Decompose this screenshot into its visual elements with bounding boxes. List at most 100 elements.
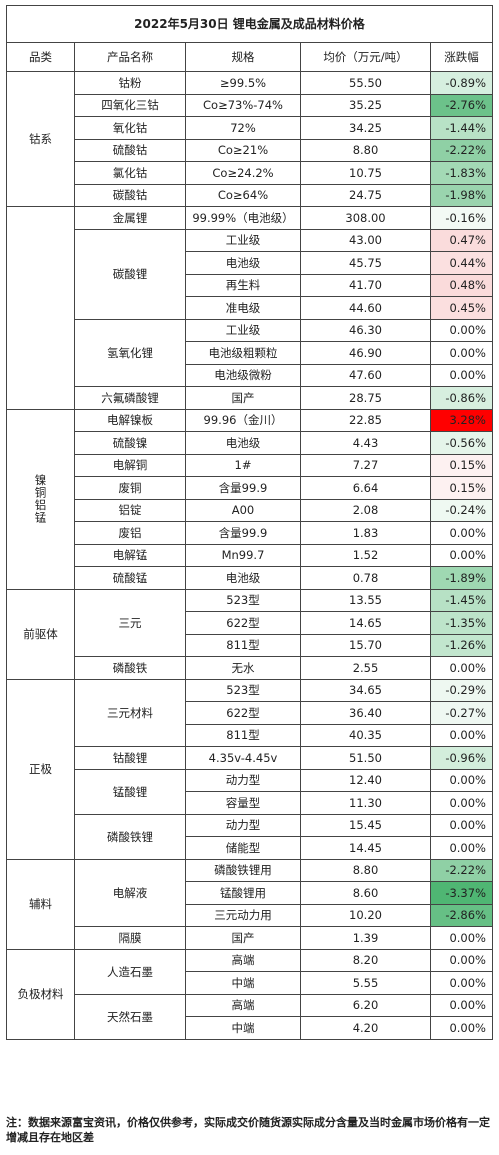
price-cell: 12.40 xyxy=(300,768,431,792)
price-cell: 2.08 xyxy=(300,498,431,522)
change-cell: 0.00% xyxy=(430,926,493,950)
table-row: 铝锭 A00 2.08 -0.24% xyxy=(7,498,493,522)
header-cell: 产品名称 xyxy=(74,42,186,72)
group-cell: 负极材料 xyxy=(6,948,75,1040)
change-cell: 0.44% xyxy=(430,251,493,275)
table-row: 六氟磷酸锂 国产 28.75 -0.86% xyxy=(7,386,493,410)
spec-cell: 工业级 xyxy=(185,228,301,252)
spec-cell: 电池级微粉 xyxy=(185,363,301,387)
product-cell: 钴粉 xyxy=(74,71,186,95)
spec-cell: 811型 xyxy=(185,633,301,657)
table-row: 磷酸铁 无水 2.55 0.00% xyxy=(7,656,493,680)
spec-cell: 电池级 xyxy=(185,431,301,455)
product-cell: 硫酸钴 xyxy=(74,138,186,162)
table-row: 电解铜 1# 7.27 0.15% xyxy=(7,453,493,477)
table-row: 负极材料 人造石墨 高端 8.20 0.00% xyxy=(6,948,493,1040)
title-row: 2022年5月30日 锂电金属及成品材料价格 xyxy=(6,5,493,43)
spec-cell: 622型 xyxy=(185,701,301,725)
price-cell: 1.39 xyxy=(300,926,431,950)
table-row: 再生料 41.70 0.48% xyxy=(7,273,493,297)
price-cell: 10.20 xyxy=(300,903,431,927)
spec-cell: 523型 xyxy=(185,588,301,612)
spec-cell: A00 xyxy=(185,498,301,522)
change-cell: 0.48% xyxy=(430,273,493,297)
table-row: 中端 5.55 0.00% xyxy=(7,971,493,995)
price-cell: 14.65 xyxy=(300,611,431,635)
spec-cell: Co≥73%-74% xyxy=(185,93,301,117)
table-row: 氯化钴 Co≥24.2% 10.75 -1.83% xyxy=(7,161,493,185)
change-cell: 0.00% xyxy=(430,836,493,860)
spec-cell: ≥99.5% xyxy=(185,71,301,95)
product-cell: 碳酸锂 xyxy=(74,228,186,320)
table-row: 正极 三元材料 523型 34.65 -0.29% xyxy=(6,678,493,860)
product-cell: 三元 xyxy=(74,588,186,657)
price-cell: 14.45 xyxy=(300,836,431,860)
price-cell: 36.40 xyxy=(300,701,431,725)
spec-cell: 准电级 xyxy=(185,296,301,320)
table-row: 碳酸钴 Co≥64% 24.75 -1.98% xyxy=(7,183,493,207)
group-cell: 正极 xyxy=(6,678,75,860)
product-cell: 锰酸锂 xyxy=(74,768,186,815)
spec-cell: 储能型 xyxy=(185,836,301,860)
table-row: 锰酸锂 动力型 12.40 0.00% xyxy=(7,768,493,815)
header-cell: 规格 xyxy=(185,42,301,72)
table-row: 622型 14.65 -1.35% xyxy=(7,611,493,635)
product-cell: 磷酸铁 xyxy=(74,656,186,680)
product-cell: 硫酸锰 xyxy=(74,566,186,590)
product-cell: 钴酸锂 xyxy=(74,746,186,770)
change-cell: 0.00% xyxy=(430,656,493,680)
change-cell: -1.45% xyxy=(430,588,493,612)
change-cell: 0.00% xyxy=(430,318,493,342)
product-cell: 氢氧化锂 xyxy=(74,318,186,387)
price-cell: 8.20 xyxy=(300,948,431,972)
spec-cell: 电池级 xyxy=(185,251,301,275)
price-cell: 34.25 xyxy=(300,116,431,140)
change-cell: 3.28% xyxy=(430,408,493,432)
table-row: 金属锂 99.99%（电池级） 308.00 -0.16% xyxy=(6,206,493,410)
product-cell: 电解铜 xyxy=(74,453,186,477)
table-row: 硫酸钴 Co≥21% 8.80 -2.22% xyxy=(7,138,493,162)
spec-cell: Mn99.7 xyxy=(185,543,301,567)
table-row: 碳酸锂 工业级 43.00 0.47% xyxy=(7,228,493,320)
price-cell: 11.30 xyxy=(300,791,431,815)
product-cell: 磷酸铁锂 xyxy=(74,813,186,860)
product-cell: 电解锰 xyxy=(74,543,186,567)
price-cell: 0.78 xyxy=(300,566,431,590)
price-cell: 51.50 xyxy=(300,746,431,770)
change-cell: -1.44% xyxy=(430,116,493,140)
group-cell: 钴系 xyxy=(6,71,75,207)
table-row: 电池级 45.75 0.44% xyxy=(7,251,493,275)
product-cell: 碳酸钴 xyxy=(74,183,186,207)
table-row: 前驱体 三元 523型 13.55 -1.45% xyxy=(6,588,493,680)
spec-cell: 工业级 xyxy=(185,318,301,342)
group-cell: 镍铜铝锰 xyxy=(6,408,75,590)
spec-cell: 99.99%（电池级） xyxy=(185,206,301,230)
price-cell: 1.52 xyxy=(300,543,431,567)
price-cell: 1.83 xyxy=(300,521,431,545)
product-cell: 硫酸镍 xyxy=(74,431,186,455)
change-cell: 0.00% xyxy=(430,543,493,567)
price-cell: 15.45 xyxy=(300,813,431,837)
product-cell: 电解镍板 xyxy=(74,408,186,432)
header-cell: 品类 xyxy=(6,42,75,72)
change-cell: 0.00% xyxy=(430,971,493,995)
table-row: 四氧化三钴 Co≥73%-74% 35.25 -2.76% xyxy=(7,93,493,117)
change-cell: -0.16% xyxy=(430,206,493,230)
price-cell: 46.30 xyxy=(300,318,431,342)
spec-cell: 811型 xyxy=(185,723,301,747)
price-cell: 47.60 xyxy=(300,363,431,387)
price-table: 2022年5月30日 锂电金属及成品材料价格 品类 产品名称 规格 均价（万元/吨）涨… xyxy=(6,5,493,1040)
change-cell: 0.00% xyxy=(430,948,493,972)
table-row: 钴酸锂 4.35v-4.45v 51.50 -0.96% xyxy=(7,746,493,770)
spec-cell: 无水 xyxy=(185,656,301,680)
change-cell: 0.00% xyxy=(430,363,493,387)
footnote: 注：数据来源富宝资讯，价格仅供参考，实际成交价随货源实际成分含量及当时金属市场价… xyxy=(6,1116,490,1144)
price-cell: 13.55 xyxy=(300,588,431,612)
table-row: 三元动力用 10.20 -2.86% xyxy=(7,903,493,927)
product-cell: 铝锭 xyxy=(74,498,186,522)
price-cell: 55.50 xyxy=(300,71,431,95)
table-row: 镍铜铝锰 电解镍板 99.96（金川） 22.85 3.28% xyxy=(6,408,493,590)
product-cell: 人造石墨 xyxy=(74,948,186,995)
product-cell: 废铜 xyxy=(74,476,186,500)
